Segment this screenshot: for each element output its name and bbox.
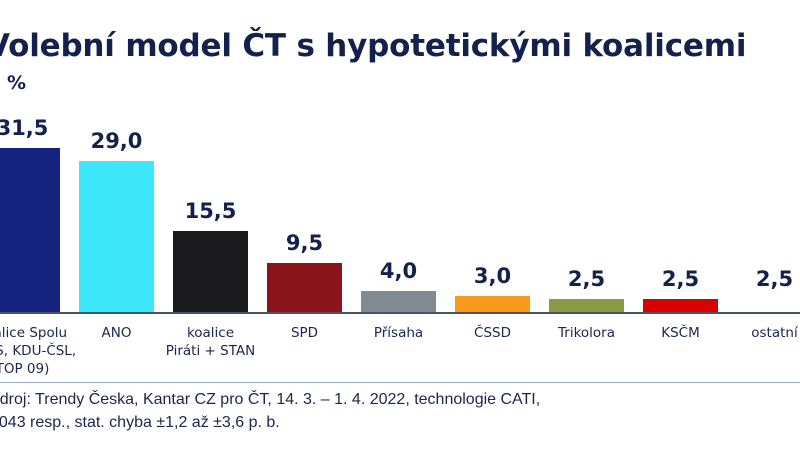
bar-value-label: 29,0	[90, 129, 143, 153]
category-label: koalice Spolu (ODS, KDU-ČSL, TOP 09)	[0, 324, 83, 378]
category-label-line: ČSSD	[474, 325, 511, 341]
bar	[79, 161, 154, 312]
footer-divider	[0, 382, 800, 383]
bar	[0, 148, 60, 312]
bar-value-label: 2,5	[661, 267, 700, 291]
category-label-line: KSČM	[661, 325, 700, 341]
category-label-line: TOP 09)	[0, 361, 50, 377]
bar-value-label: 31,5	[0, 116, 49, 140]
source-note: Zdroj: Trendy Česka, Kantar CZ pro ČT, 1…	[0, 388, 540, 434]
bar-value-label: 4,0	[379, 259, 418, 283]
category-label-line: Piráti + STAN	[165, 343, 256, 359]
unit-label: %	[7, 72, 27, 94]
source-line-2: 1043 resp., stat. chyba ±1,2 až ±3,6 p. …	[0, 414, 280, 431]
category-label-line: SPD	[290, 325, 319, 341]
category-label-line: koalice Spolu	[0, 325, 68, 341]
bar	[361, 291, 436, 312]
chart-title: Volební model ČT s hypotetickými koalice…	[0, 28, 747, 64]
category-label-line: ANO	[101, 325, 132, 341]
bar-value-label: 2,5	[755, 267, 794, 291]
category-label-line: koalice	[186, 325, 235, 341]
category-label: SPD	[245, 324, 365, 342]
bar	[737, 299, 800, 312]
bar	[643, 299, 718, 312]
category-label: koalice Piráti + STAN	[151, 324, 271, 360]
bar	[549, 299, 624, 312]
category-label: Trikolora	[527, 324, 647, 342]
bar	[173, 231, 248, 312]
category-label: Přísaha	[339, 324, 459, 342]
bar-value-label: 9,5	[285, 231, 324, 255]
category-label-line: Trikolora	[558, 325, 615, 341]
category-label-line: Přísaha	[373, 325, 424, 341]
bar-value-label: 2,5	[567, 267, 606, 291]
bar	[455, 296, 530, 312]
category-label: ČSSD	[433, 324, 553, 342]
category-label-line: ostatní	[751, 325, 798, 341]
bar	[267, 263, 342, 312]
source-line-1: Zdroj: Trendy Česka, Kantar CZ pro ČT, 1…	[0, 391, 541, 408]
bar-value-label: 3,0	[473, 264, 512, 288]
category-label: ANO	[57, 324, 177, 342]
category-label: KSČM	[621, 324, 741, 342]
category-label: ostatní	[715, 324, 800, 342]
bar-value-label: 15,5	[184, 199, 237, 223]
category-label-line: (ODS, KDU-ČSL,	[0, 343, 77, 359]
x-axis-line	[0, 312, 800, 314]
